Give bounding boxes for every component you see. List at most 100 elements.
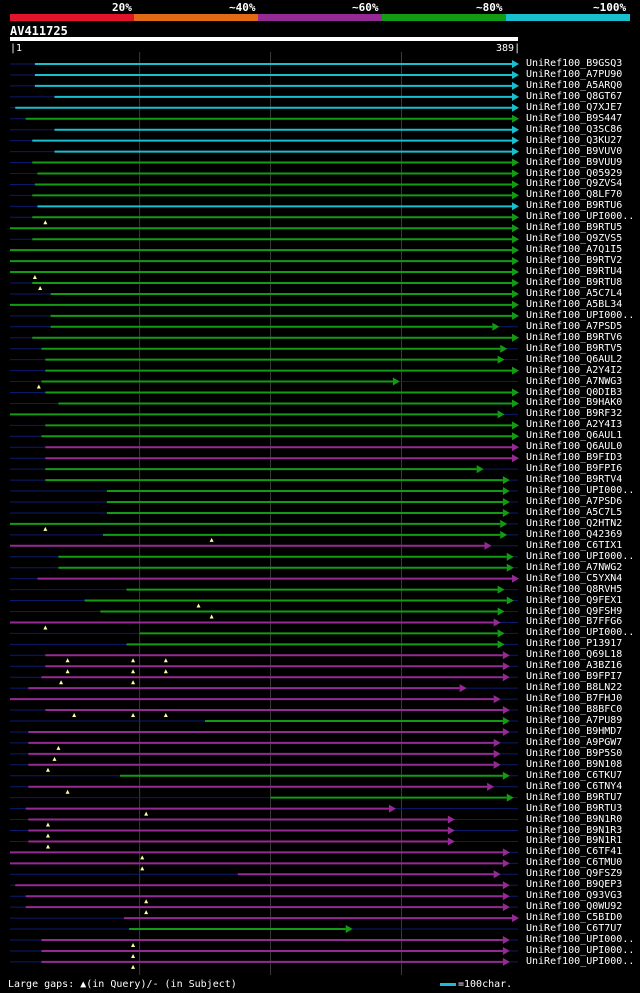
hit-label[interactable]: UniRef100_Q9FSH9	[526, 605, 623, 617]
hit-arrowhead	[502, 487, 510, 496]
hit-label[interactable]: UniRef100_A7NWG2	[526, 561, 623, 573]
hit-label[interactable]: UniRef100_A9PGW7	[526, 736, 623, 748]
hit-label[interactable]: UniRef100_B9RTV5	[526, 342, 623, 354]
hit-label[interactable]: UniRef100_B9N1R3	[526, 824, 623, 836]
hit-label[interactable]: UniRef100_B8BFC0	[526, 704, 623, 716]
hit-label[interactable]: UniRef100_Q9FEX1	[526, 594, 623, 606]
hit-label[interactable]: UniRef100_B9FPI6	[526, 463, 623, 475]
hit-label[interactable]: UniRef100_Q6AUL1	[526, 430, 623, 442]
query-gap-marker	[36, 384, 41, 389]
hit-label[interactable]: UniRef100_C6TNY4	[526, 780, 623, 792]
hit-label[interactable]: UniRef100_C6T7U7	[526, 923, 623, 935]
hit-label[interactable]: UniRef100_B9FPI7	[526, 671, 623, 683]
scale-legend: =100char.	[440, 979, 512, 990]
hit-label[interactable]: UniRef100_C6TKU7	[526, 769, 623, 781]
hit-label[interactable]: UniRef100_UPI000..	[526, 485, 635, 497]
query-end-label: 389|	[496, 43, 521, 54]
hit-label[interactable]: UniRef100_A2Y4I2	[526, 364, 623, 376]
hit-label[interactable]: UniRef100_A3BZ16	[526, 660, 623, 672]
hit-arrowhead	[345, 925, 353, 934]
hit-label[interactable]: UniRef100_C5YXN4	[526, 572, 623, 584]
hit-label[interactable]: UniRef100_Q69L18	[526, 649, 623, 661]
hit-arrowhead	[512, 300, 519, 309]
query-gap-marker	[163, 658, 168, 663]
hit-label[interactable]: UniRef100_B9P5S0	[526, 747, 623, 759]
hit-arrowhead	[512, 399, 519, 408]
hit-label[interactable]: UniRef100_B8LN22	[526, 682, 623, 694]
hit-label[interactable]: UniRef100_B9S447	[526, 112, 623, 124]
hit-label[interactable]: UniRef100_B9RTU6	[526, 200, 623, 212]
hit-label[interactable]: UniRef100_B9QEP3	[526, 879, 623, 891]
hit-label[interactable]: UniRef100_Q7XJE7	[526, 101, 623, 113]
hit-label[interactable]: UniRef100_Q0DIB3	[526, 386, 623, 398]
hit-label[interactable]: UniRef100_B9N108	[526, 758, 623, 770]
hit-label[interactable]: UniRef100_Q9FSZ9	[526, 868, 623, 880]
hit-label[interactable]: UniRef100_P13917	[526, 638, 623, 650]
hit-label[interactable]: UniRef100_UPI000..	[526, 211, 635, 223]
hit-label[interactable]: UniRef100_Q6AUL0	[526, 441, 623, 453]
hit-label[interactable]: UniRef100_Q8GT67	[526, 90, 623, 102]
hit-arrowhead	[493, 870, 501, 879]
hit-label[interactable]: UniRef100_B9RTU3	[526, 802, 623, 814]
query-gap-marker	[144, 899, 149, 904]
hit-label[interactable]: UniRef100_Q05929	[526, 167, 623, 179]
hit-label[interactable]: UniRef100_B7FFG6	[526, 616, 623, 628]
hit-label[interactable]: UniRef100_B9GSQ3	[526, 58, 623, 69]
hit-label[interactable]: UniRef100_C6TIX1	[526, 539, 623, 551]
hit-label[interactable]: UniRef100_Q2HTN2	[526, 517, 623, 529]
hit-label[interactable]: UniRef100_Q0WU92	[526, 901, 623, 913]
legend-label-60: ~60%	[352, 1, 379, 14]
hit-label[interactable]: UniRef100_B9RTV2	[526, 255, 623, 267]
legend-swatch-cyan	[506, 14, 630, 21]
hit-label[interactable]: UniRef100_B9RF32	[526, 408, 623, 420]
hit-label[interactable]: UniRef100_A5C7L4	[526, 287, 623, 299]
hit-label[interactable]: UniRef100_B9RTV4	[526, 474, 623, 486]
hit-label[interactable]: UniRef100_B9RTU5	[526, 222, 623, 234]
hit-label[interactable]: UniRef100_A2Y4I3	[526, 419, 623, 431]
hit-arrowhead	[512, 180, 519, 189]
hit-label[interactable]: UniRef100_B9HAK0	[526, 397, 623, 409]
hit-label[interactable]: UniRef100_Q6AUL2	[526, 353, 623, 365]
hit-label[interactable]: UniRef100_A5ARQ0	[526, 79, 623, 91]
hit-label[interactable]: UniRef100_UPI000..	[526, 944, 635, 956]
hit-label[interactable]: UniRef100_B7FHJ0	[526, 693, 623, 705]
hit-label[interactable]: UniRef100_Q8LF70	[526, 189, 623, 201]
hit-label[interactable]: UniRef100_A7Q1I5	[526, 244, 623, 256]
hit-label[interactable]: UniRef100_B9N1R1	[526, 835, 623, 847]
hit-label[interactable]: UniRef100_B9RTV6	[526, 331, 623, 343]
hit-label[interactable]: UniRef100_A7NWG3	[526, 375, 623, 387]
hit-label[interactable]: UniRef100_Q9ZVS5	[526, 233, 623, 245]
hit-label[interactable]: UniRef100_A7PSD6	[526, 496, 623, 507]
hit-label[interactable]: UniRef100_B9VUU9	[526, 156, 623, 168]
hit-label[interactable]: UniRef100_B9FID3	[526, 452, 623, 464]
hit-arrowhead	[502, 946, 510, 955]
hit-label[interactable]: UniRef100_Q8RVH5	[526, 583, 623, 595]
hit-label[interactable]: UniRef100_UPI000..	[526, 627, 635, 639]
hit-label[interactable]: UniRef100_C5BID0	[526, 912, 623, 924]
hit-label[interactable]: UniRef100_UPI000..	[526, 955, 635, 967]
hit-label[interactable]: UniRef100_Q42369	[526, 528, 623, 540]
hit-label[interactable]: UniRef100_Q93VG3	[526, 890, 623, 902]
hit-label[interactable]: UniRef100_B9RTU4	[526, 266, 623, 278]
hit-label[interactable]: UniRef100_UPI000..	[526, 934, 635, 945]
hit-label[interactable]: UniRef100_A7PU90	[526, 68, 623, 80]
hit-label[interactable]: UniRef100_B9HMD7	[526, 725, 623, 737]
hit-label[interactable]: UniRef100_Q3SC86	[526, 123, 623, 135]
hit-label[interactable]: UniRef100_UPI000..	[526, 550, 635, 562]
hit-label[interactable]: UniRef100_C6TMU0	[526, 857, 623, 869]
hit-arrowhead	[497, 629, 505, 638]
hit-label[interactable]: UniRef100_B9RTU7	[526, 791, 623, 803]
hit-label[interactable]: UniRef100_Q3KU27	[526, 134, 623, 146]
hit-label[interactable]: UniRef100_UPI000..	[526, 309, 635, 321]
hit-label[interactable]: UniRef100_B9VUV0	[526, 145, 623, 157]
hit-label[interactable]: UniRef100_C6TF41	[526, 846, 623, 858]
hit-label[interactable]: UniRef100_B9N1R0	[526, 813, 623, 825]
hit-label[interactable]: UniRef100_A7PU89	[526, 715, 623, 726]
hit-arrowhead	[512, 421, 519, 430]
hit-label[interactable]: UniRef100_A5BL34	[526, 298, 623, 310]
hit-label[interactable]: UniRef100_Q9ZVS4	[526, 178, 623, 190]
hit-label[interactable]: UniRef100_A5C7L5	[526, 506, 623, 518]
hit-label[interactable]: UniRef100_B9RTU8	[526, 277, 623, 288]
hit-label[interactable]: UniRef100_A7PSD5	[526, 320, 623, 332]
